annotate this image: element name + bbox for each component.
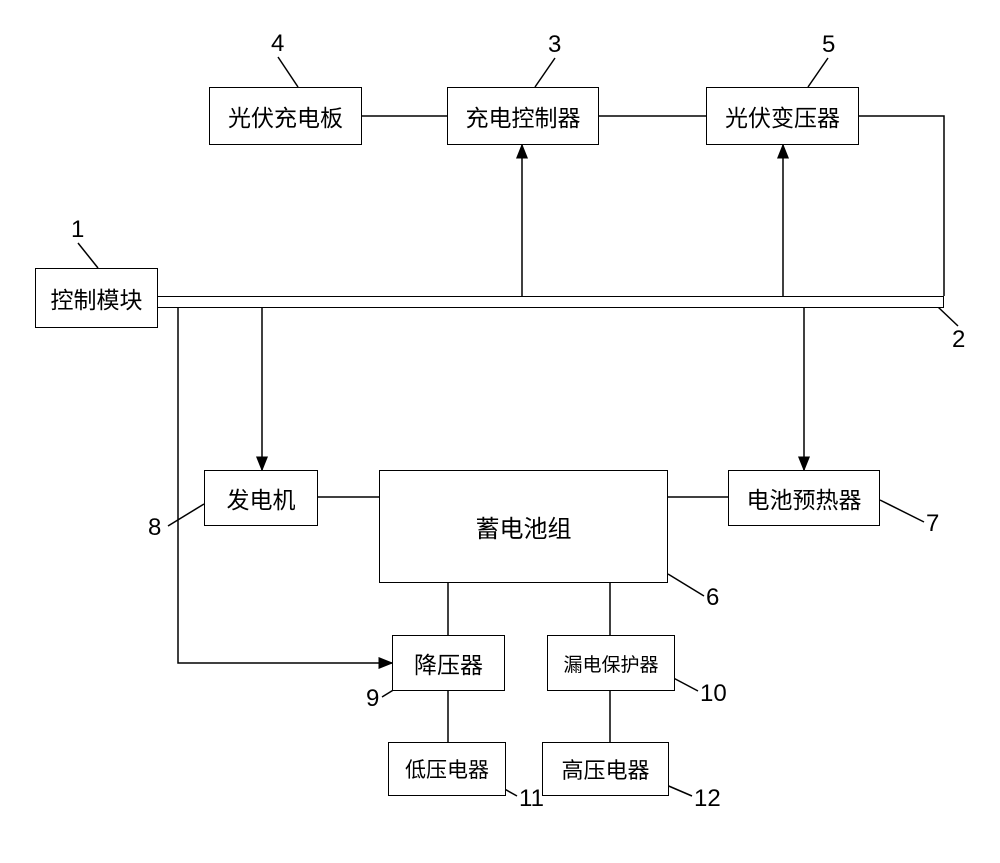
node-label: 蓄电池组	[476, 509, 572, 544]
ref-number-n11: 11	[519, 785, 544, 813]
node-n9: 降压器	[392, 635, 505, 691]
node-n3: 充电控制器	[447, 87, 599, 145]
ref-number-n9: 9	[366, 685, 379, 713]
node-label: 充电控制器	[466, 99, 581, 133]
node-n5: 光伏变压器	[706, 87, 859, 145]
leader-line	[535, 58, 555, 87]
node-n11: 低压电器	[388, 742, 506, 796]
node-label: 控制模块	[51, 281, 143, 315]
ref-number-n8: 8	[148, 514, 161, 542]
ref-number-n6: 6	[706, 584, 719, 612]
node-label: 高压电器	[561, 753, 649, 785]
ref-number-n4: 4	[271, 30, 284, 58]
node-n4: 光伏充电板	[209, 87, 362, 145]
leader-line	[78, 243, 98, 268]
bus-line	[157, 296, 944, 308]
node-label: 光伏充电板	[228, 99, 343, 133]
node-label: 漏电保护器	[563, 650, 658, 677]
node-n12: 高压电器	[542, 742, 669, 796]
leader-line	[168, 504, 204, 526]
node-label: 光伏变压器	[725, 99, 840, 133]
system-diagram: 控制模块 充电控制器 光伏充电板 光伏变压器蓄电池组 电池预热器 发电机降压器 漏电保护器低…	[0, 0, 1000, 863]
leader-line	[808, 58, 828, 87]
node-label: 发电机	[227, 481, 296, 515]
ref-number-bus: 2	[952, 326, 965, 354]
node-label: 降压器	[414, 646, 483, 680]
ref-number-n10: 10	[700, 680, 727, 708]
edge	[859, 116, 944, 296]
node-label: 电池预热器	[747, 481, 862, 515]
leader-line	[668, 574, 704, 596]
node-n10: 漏电保护器	[547, 635, 675, 691]
leader-line	[938, 307, 958, 326]
leader-line	[278, 57, 298, 87]
node-n7: 电池预热器	[728, 470, 880, 526]
ref-number-n1: 1	[71, 216, 84, 244]
node-label: 低压电器	[405, 754, 489, 784]
leader-line	[880, 500, 924, 522]
node-n6: 蓄电池组	[379, 470, 668, 583]
ref-number-n12: 12	[694, 785, 721, 813]
ref-number-n7: 7	[926, 510, 939, 538]
ref-number-n3: 3	[548, 31, 561, 59]
node-n8: 发电机	[204, 470, 318, 526]
ref-number-n5: 5	[822, 31, 835, 59]
node-n1: 控制模块	[35, 268, 158, 328]
